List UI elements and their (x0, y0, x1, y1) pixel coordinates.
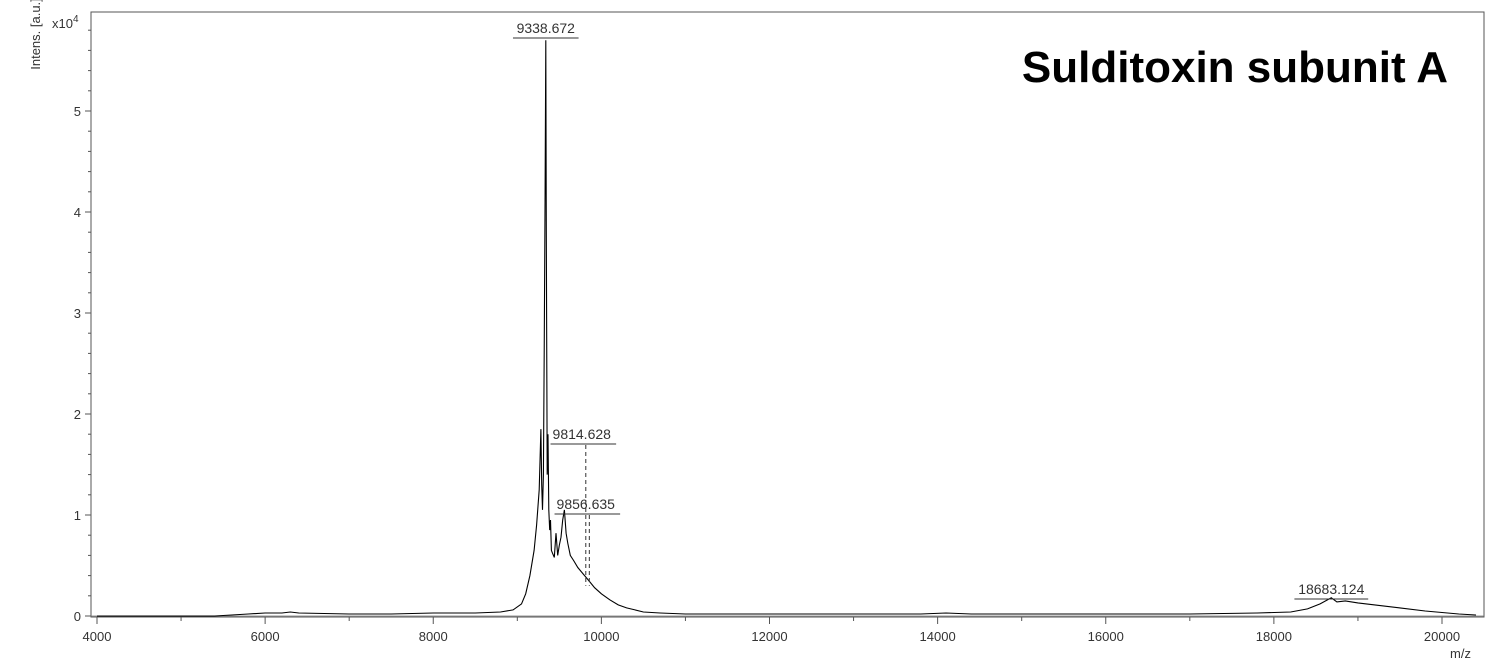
peak-label: 9814.628 (553, 426, 612, 442)
x-tick-label: 14000 (920, 629, 956, 644)
peak-label: 9856.635 (557, 496, 616, 512)
plot-frame (90, 11, 1485, 618)
x-tick-label: 18000 (1256, 629, 1292, 644)
y-tick-label: 3 (74, 306, 81, 321)
y-tick-label: 1 (74, 508, 81, 523)
x-tick-label: 4000 (83, 629, 112, 644)
x-tick-label: 20000 (1424, 629, 1460, 644)
y-axis-tick-labels: 0 1 2 3 4 5 (74, 104, 81, 624)
y-tick-label: 5 (74, 104, 81, 119)
x-tick-label: 12000 (751, 629, 787, 644)
y-axis-multiplier: x104 (52, 14, 79, 31)
peak-annotations: 9338.672 9814.628 9856.635 18683.124 (512, 20, 1369, 600)
y-tick-label: 2 (74, 407, 81, 422)
y-axis-label: Intens. [a.u.] (28, 0, 43, 70)
x-tick-label: 10000 (583, 629, 619, 644)
y-multiplier-exponent: 4 (73, 14, 79, 25)
peak-label: 9338.672 (517, 20, 576, 36)
x-axis-ticks (96, 617, 1443, 624)
y-tick-label: 4 (74, 205, 81, 220)
chart-title: Sulditoxin subunit A (1022, 43, 1448, 92)
peak-label: 18683.124 (1298, 581, 1364, 597)
x-axis-tick-labels: 4000 6000 8000 10000 12000 14000 16000 18000 200… (83, 629, 1461, 644)
x-axis-label: m/z (1450, 646, 1471, 661)
y-multiplier-base: x10 (52, 16, 73, 31)
x-tick-label: 6000 (251, 629, 280, 644)
x-tick-label: 8000 (419, 629, 448, 644)
plot-border (90, 11, 1485, 618)
x-tick-label: 16000 (1088, 629, 1124, 644)
spectrum-line (97, 40, 1477, 617)
y-axis-ticks (85, 29, 91, 617)
y-tick-label: 0 (74, 609, 81, 624)
